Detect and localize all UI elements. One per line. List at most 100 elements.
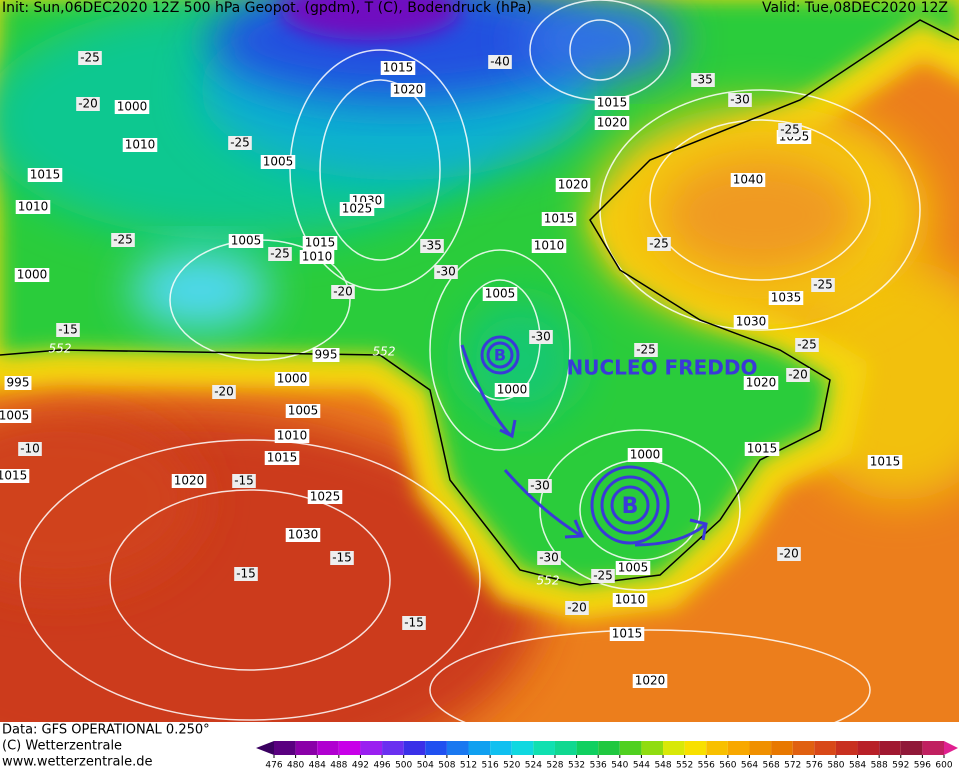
temperature-label-box bbox=[488, 55, 512, 69]
temperature-label: -20 bbox=[331, 285, 355, 299]
colorbar-label: 564 bbox=[741, 761, 758, 770]
temperature-label-text: -20 bbox=[788, 368, 808, 382]
temperature-label-box bbox=[795, 338, 819, 352]
isobar-label-box bbox=[744, 442, 780, 456]
isobar-label: 1020 bbox=[632, 674, 668, 688]
temperature-label-text: -25 bbox=[270, 247, 290, 261]
colorbar-label: 504 bbox=[417, 761, 434, 770]
colorbar-label: 588 bbox=[871, 761, 888, 770]
colorbar-cell bbox=[403, 741, 426, 755]
isobar-label-box bbox=[15, 200, 51, 214]
temperature-label: -35 bbox=[420, 239, 444, 253]
isobar-label-box bbox=[27, 168, 63, 182]
isobar-label: 1000 bbox=[494, 383, 530, 397]
temperature-label: -10 bbox=[18, 442, 42, 456]
footer-data: Data: GFS OPERATIONAL 0.250° bbox=[2, 723, 210, 738]
isobar-label: 1020 bbox=[555, 178, 591, 192]
temperature-label: -25 bbox=[634, 343, 658, 357]
colorbar-label: 536 bbox=[590, 761, 607, 770]
geopotential-label: 552 bbox=[537, 574, 560, 588]
temperature-label-box bbox=[777, 547, 801, 561]
colorbar-arrow-right bbox=[944, 741, 958, 755]
temperature-label: -15 bbox=[232, 474, 256, 488]
temperature-label-text: -20 bbox=[779, 547, 799, 561]
temperature-label: -30 bbox=[537, 551, 561, 565]
colorbar-cell bbox=[598, 741, 620, 755]
temperature-label-box bbox=[18, 442, 42, 456]
isobar-label-text: 1010 bbox=[615, 593, 646, 607]
colorbar-cell bbox=[663, 741, 685, 755]
colorbar-label: 540 bbox=[611, 761, 628, 770]
temperature-label: -15 bbox=[56, 323, 80, 337]
isobar-label-box bbox=[482, 287, 518, 301]
isobar-label: 1010 bbox=[612, 593, 648, 607]
temperature-label-box bbox=[56, 323, 80, 337]
isobar-label-box bbox=[228, 234, 264, 248]
temperature-label: -20 bbox=[777, 547, 801, 561]
isobar-label: 1020 bbox=[171, 474, 207, 488]
isobar-label-text: 1030 bbox=[288, 528, 319, 542]
isobar-label: 1010 bbox=[274, 429, 310, 443]
temperature-label-text: -30 bbox=[539, 551, 559, 565]
temperature-label-text: -15 bbox=[332, 551, 352, 565]
isobar-label-text: 1010 bbox=[18, 200, 49, 214]
isobar-label-box bbox=[299, 250, 335, 264]
colorbar-label: 568 bbox=[763, 761, 780, 770]
isobar-label-text: 1000 bbox=[497, 383, 528, 397]
temperature-label-text: -25 bbox=[636, 343, 656, 357]
isobar-label: 1000 bbox=[114, 100, 150, 114]
isobar-label-text: 1015 bbox=[383, 61, 414, 75]
temperature-label-text: -25 bbox=[813, 278, 833, 292]
colorbar-cell bbox=[360, 741, 383, 755]
colorbar-label: 544 bbox=[633, 761, 650, 770]
isobar-label-box bbox=[627, 448, 663, 462]
temperature-label-box bbox=[78, 51, 102, 65]
temperature-label: -25 bbox=[795, 338, 819, 352]
temperature-label-box bbox=[537, 551, 561, 565]
colorbar-label: 552 bbox=[676, 761, 693, 770]
temperature-label: -25 bbox=[78, 51, 102, 65]
isobar-label: 1015 bbox=[867, 455, 903, 469]
colorbar-label: 548 bbox=[654, 761, 671, 770]
isobar-label-text: 1015 bbox=[544, 212, 575, 226]
colorbar-cell bbox=[684, 741, 707, 755]
isobar-label: 1000 bbox=[274, 372, 310, 386]
isobar-label-text: 1020 bbox=[174, 474, 205, 488]
colorbar-label: 532 bbox=[568, 761, 585, 770]
isobar-label-box bbox=[380, 61, 416, 75]
isobar-label-text: 1015 bbox=[747, 442, 778, 456]
isobar-label-box bbox=[312, 348, 340, 362]
temperature-label-box bbox=[691, 73, 715, 87]
isobar-label-box bbox=[733, 315, 769, 329]
isobar-label-box bbox=[609, 627, 645, 641]
isobar-label-box bbox=[4, 376, 32, 390]
colorbar-cell bbox=[511, 741, 534, 755]
isobar-label: 1010 bbox=[15, 200, 51, 214]
temperature-label-text: -15 bbox=[58, 323, 78, 337]
geopotential-label: 552 bbox=[49, 342, 72, 356]
annotation-text: NUCLEO FREDDO bbox=[567, 356, 758, 380]
temperature-label: -15 bbox=[234, 567, 258, 581]
isobar-label: 1000 bbox=[627, 448, 663, 462]
isobar-label-box bbox=[555, 178, 591, 192]
isobar-label-box bbox=[264, 451, 300, 465]
colorbar-label: 496 bbox=[373, 761, 390, 770]
low-marker: B bbox=[622, 494, 639, 519]
isobar-label-box bbox=[307, 490, 343, 504]
isobar-label-text: 1010 bbox=[125, 138, 156, 152]
isobar-label-text: 1005 bbox=[288, 404, 319, 418]
colorbar-label: 572 bbox=[784, 761, 801, 770]
isobar-label-text: 1020 bbox=[393, 83, 424, 97]
temperature-label-text: -20 bbox=[214, 385, 234, 399]
temperature-label: -20 bbox=[212, 385, 236, 399]
isobar-label: 1015 bbox=[264, 451, 300, 465]
isobar-label: 1005 bbox=[482, 287, 518, 301]
colorbar-cell bbox=[814, 741, 836, 755]
temperature-label-text: -15 bbox=[404, 616, 424, 630]
temperature-label: -30 bbox=[529, 330, 553, 344]
colorbar-cell bbox=[641, 741, 664, 755]
isobar-label-box bbox=[743, 376, 779, 390]
isobar-label: 1005 bbox=[228, 234, 264, 248]
temperature-label-text: -20 bbox=[567, 601, 587, 615]
